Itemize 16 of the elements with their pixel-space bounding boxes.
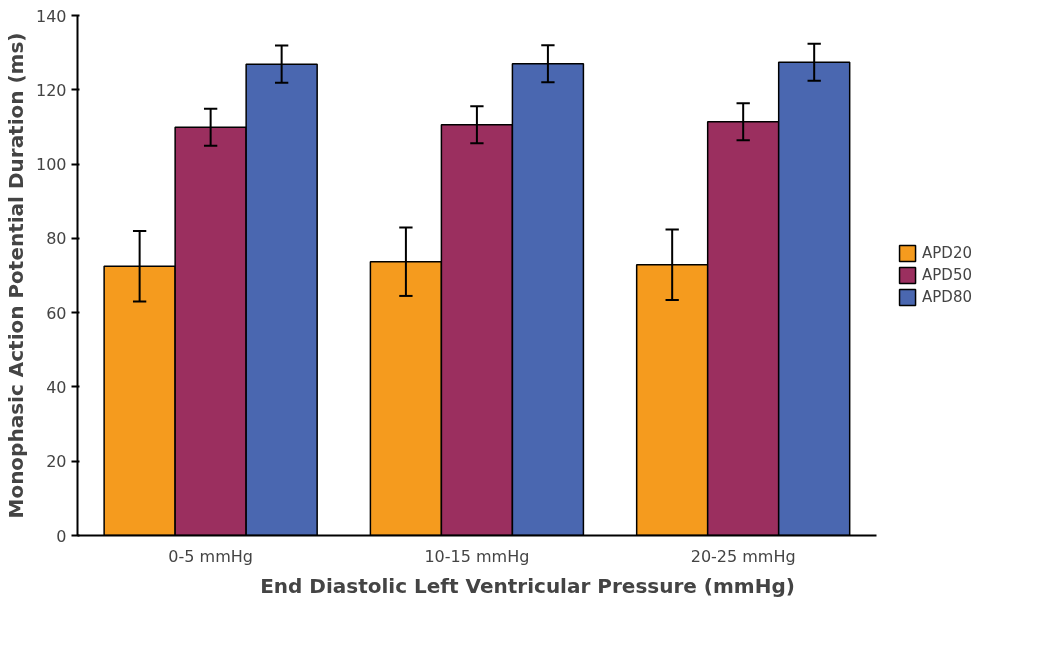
y-tick-label: 120 (35, 80, 67, 100)
legend-label: APD50 (922, 266, 972, 284)
y-tick-label: 140 (35, 6, 67, 26)
y-axis-title: Monophasic Action Potential Duration (ms) (3, 32, 28, 519)
x-tick-label: 0-5 mmHg (168, 546, 253, 566)
y-tick-label: 20 (46, 452, 67, 472)
y-tick-label: 0 (56, 526, 67, 546)
y-tick-label: 40 (46, 377, 67, 397)
x-tick-label: 10-15 mmHg (424, 546, 530, 566)
x-axis-title: End Diastolic Left Ventricular Pressure (mmHg) (260, 573, 795, 598)
y-tick-label: 80 (46, 229, 67, 249)
y-tick-label: 60 (46, 303, 67, 323)
x-tick-label: 20-25 mmHg (690, 546, 796, 566)
y-tick-label: 100 (35, 155, 67, 175)
legend-label: APD20 (922, 244, 972, 262)
legend-label: APD80 (922, 288, 972, 306)
